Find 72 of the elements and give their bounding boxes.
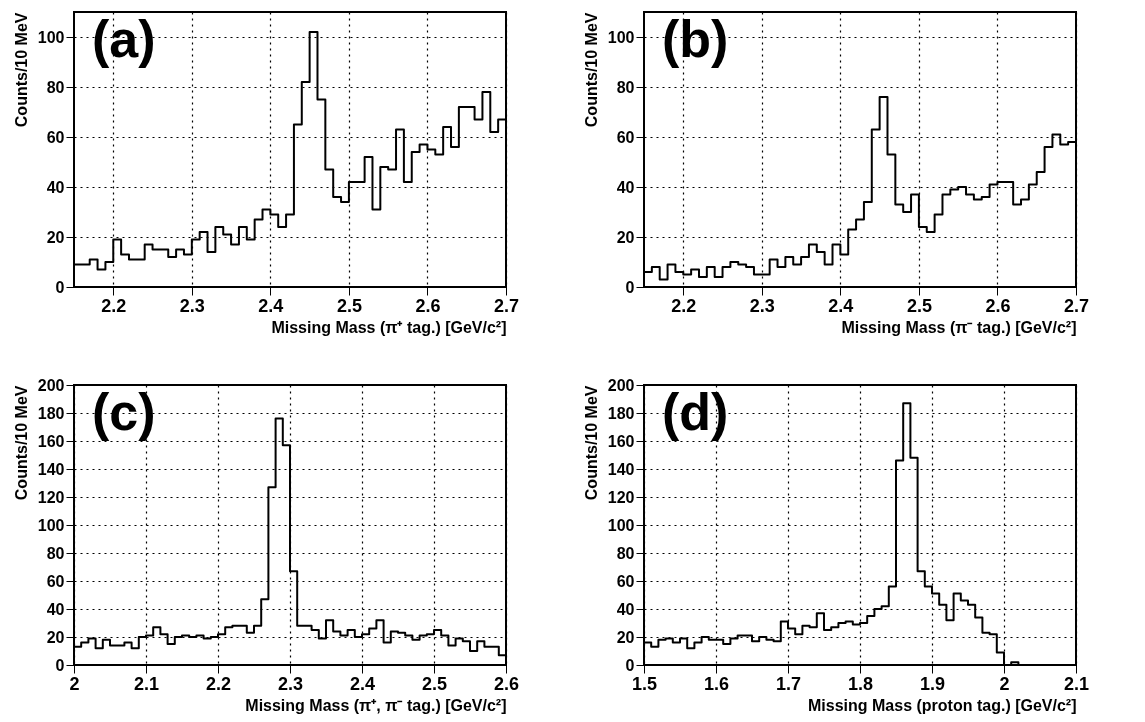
y-tick-label: 160 bbox=[37, 432, 65, 450]
annotation: (b) bbox=[662, 10, 729, 68]
x-tick-label: 1.8 bbox=[847, 673, 874, 694]
x-tick-label: 2 bbox=[999, 673, 1010, 694]
y-tick-label: 60 bbox=[46, 572, 65, 590]
x-axis-title: Missing Mass (π⁺, π⁻ tag.) [GeV/c²] bbox=[245, 696, 507, 714]
x-tick-label: 2.6 bbox=[415, 295, 441, 316]
y-tick-label: 40 bbox=[616, 600, 635, 618]
x-tick-label: 1.6 bbox=[703, 673, 730, 694]
y-axis-title: Counts/10 MeV bbox=[12, 12, 30, 128]
y-tick-label: 100 bbox=[607, 28, 635, 46]
y-tick-label: 200 bbox=[37, 376, 65, 394]
y-tick-label: 180 bbox=[37, 404, 65, 422]
y-tick-label: 160 bbox=[607, 432, 635, 450]
y-tick-label: 80 bbox=[46, 544, 65, 562]
y-axis-title: Counts/10 MeV bbox=[12, 385, 30, 501]
y-tick-label: 0 bbox=[625, 656, 635, 674]
x-tick-label: 2.5 bbox=[906, 295, 932, 316]
x-tick-label: 2.4 bbox=[258, 295, 284, 316]
annotation: (c) bbox=[92, 383, 156, 441]
x-tick-label: 2.2 bbox=[671, 295, 697, 316]
y-tick-label: 200 bbox=[607, 376, 635, 394]
x-tick-label: 2.3 bbox=[277, 673, 304, 694]
y-tick-label: 140 bbox=[37, 460, 65, 478]
y-tick-label: 0 bbox=[55, 656, 65, 674]
x-axis-title: Missing Mass (π⁺ tag.) [GeV/c²] bbox=[271, 318, 507, 336]
y-tick-label: 20 bbox=[46, 228, 65, 246]
x-tick-label: 2.6 bbox=[985, 295, 1011, 316]
y-tick-label: 0 bbox=[55, 278, 65, 296]
x-tick-label: 1.9 bbox=[919, 673, 946, 694]
y-tick-label: 60 bbox=[616, 128, 635, 146]
y-tick-label: 80 bbox=[616, 544, 635, 562]
y-tick-label: 120 bbox=[37, 488, 65, 506]
x-tick-label: 2.1 bbox=[1063, 673, 1090, 694]
x-tick-label: 2.2 bbox=[205, 673, 232, 694]
y-tick-label: 120 bbox=[607, 488, 635, 506]
y-tick-label: 100 bbox=[37, 516, 65, 534]
x-tick-label: 2 bbox=[69, 673, 80, 694]
annotation: (a) bbox=[92, 10, 156, 68]
y-tick-label: 40 bbox=[46, 600, 65, 618]
y-tick-label: 80 bbox=[616, 78, 635, 96]
y-tick-label: 60 bbox=[616, 572, 635, 590]
y-tick-label: 20 bbox=[616, 628, 635, 646]
x-tick-label: 1.7 bbox=[775, 673, 802, 694]
x-tick-label: 1.5 bbox=[631, 673, 658, 694]
annotation: (d) bbox=[662, 383, 729, 441]
x-tick-label: 2.2 bbox=[101, 295, 127, 316]
x-tick-label: 2.4 bbox=[828, 295, 854, 316]
x-tick-label: 2.3 bbox=[749, 295, 775, 316]
y-tick-label: 0 bbox=[625, 278, 635, 296]
y-tick-label: 40 bbox=[616, 178, 635, 196]
y-tick-label: 100 bbox=[37, 28, 65, 46]
y-tick-label: 20 bbox=[46, 628, 65, 646]
y-tick-label: 60 bbox=[46, 128, 65, 146]
y-axis-title: Counts/10 MeV bbox=[582, 12, 600, 128]
x-tick-label: 2.7 bbox=[1063, 295, 1090, 316]
y-tick-label: 20 bbox=[616, 228, 635, 246]
x-tick-label: 2.5 bbox=[336, 295, 362, 316]
x-tick-label: 2.7 bbox=[493, 295, 520, 316]
y-tick-label: 100 bbox=[607, 516, 635, 534]
x-tick-label: 2.1 bbox=[133, 673, 160, 694]
x-tick-label: 2.5 bbox=[421, 673, 448, 694]
y-tick-label: 40 bbox=[46, 178, 65, 196]
x-axis-title: Missing Mass (π⁻ tag.) [GeV/c²] bbox=[841, 318, 1077, 336]
x-tick-label: 2.4 bbox=[349, 673, 376, 694]
y-tick-label: 80 bbox=[46, 78, 65, 96]
y-tick-label: 140 bbox=[607, 460, 635, 478]
y-axis-title: Counts/10 MeV bbox=[582, 385, 600, 501]
y-tick-label: 180 bbox=[607, 404, 635, 422]
x-tick-label: 2.3 bbox=[179, 295, 205, 316]
x-axis-title: Missing Mass (proton tag.) [GeV/c²] bbox=[808, 696, 1077, 714]
x-tick-label: 2.6 bbox=[493, 673, 520, 694]
